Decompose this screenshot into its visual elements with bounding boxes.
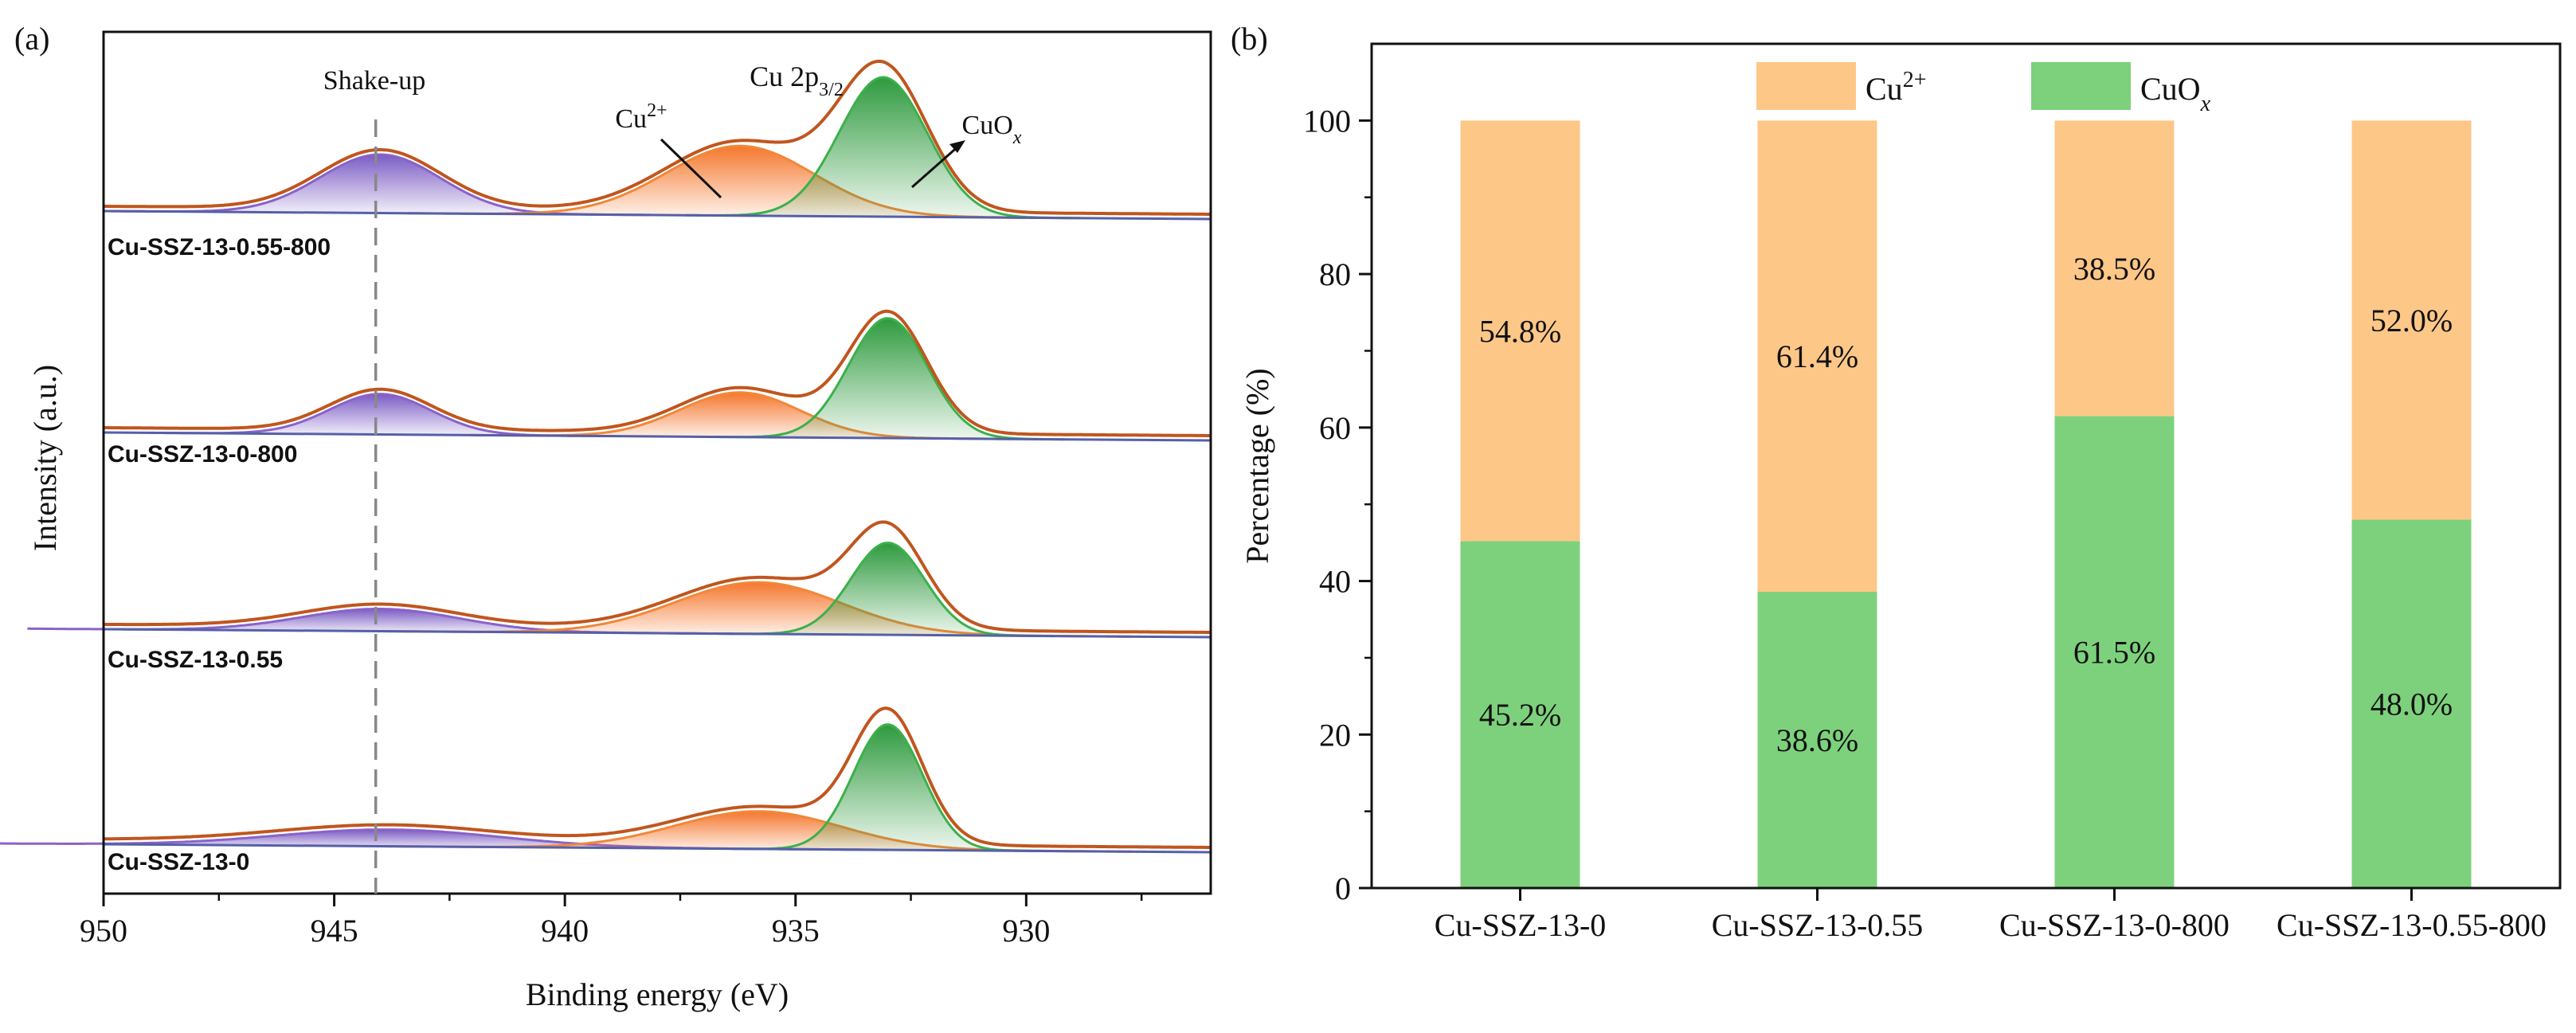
category-label: Cu-SSZ-13-0-800 (1999, 907, 2230, 943)
x-tick-label: 940 (541, 913, 589, 949)
bar-cuox-Cu-SSZ-13-0.55 (1757, 592, 1877, 888)
envelope-line (104, 309, 1211, 437)
sample-label: Cu-SSZ-13-0 (108, 849, 249, 875)
data-label-cuox: 61.5% (2073, 635, 2155, 671)
panel-a-xps-spectra: (a) 950 945 940 935 930 Cu-SSZ-13-0.55-800Cu… (0, 21, 1212, 1012)
xps-traces (0, 59, 1212, 854)
data-label-cu2: 61.4% (1776, 338, 1858, 374)
panel-a-label: (a) (14, 21, 49, 57)
peak-line-CuOx (686, 76, 1081, 220)
trace-Cu-SSZ-13-0.55 (27, 520, 1212, 639)
trace-Cu-SSZ-13-0 (0, 706, 1212, 854)
envelope-line (103, 706, 1211, 849)
cu2-arrow (660, 138, 722, 199)
bar-cu2-Cu-SSZ-13-0.55 (1757, 120, 1877, 593)
legend-label-cuox: CuOx (2140, 71, 2211, 116)
panel-b-frame (1370, 42, 2562, 890)
sample-label: Cu-SSZ-13-0-800 (108, 441, 297, 468)
category-label: Cu-SSZ-13-0.55-800 (2277, 907, 2547, 943)
data-label-cu2: 54.8% (1479, 313, 1561, 349)
data-label-cuox: 38.6% (1776, 722, 1858, 758)
y-tick-label: 0 (1335, 871, 1351, 906)
panel-a-y-axis-label: Intensity (a.u.) (27, 365, 63, 551)
panel-a-x-ticks: 950 945 940 935 930 (80, 894, 1143, 949)
background-line (103, 628, 1212, 639)
peak-line-CuOx (711, 317, 1065, 441)
cu2p-annotation: Cu 2p3/2 (750, 61, 844, 100)
sample-label: Cu-SSZ-13-0.55-800 (108, 234, 331, 260)
sample-labels: Cu-SSZ-13-0.55-800 Cu-SSZ-13-0-800 Cu-SSZ-… (108, 234, 331, 875)
x-tick-label: 950 (80, 913, 127, 949)
peak-fill-CuOx (732, 724, 1044, 851)
peak-fill-Cu2+ (470, 392, 1011, 440)
y-tick-label: 60 (1319, 410, 1351, 446)
peak-fill-CuOx (711, 318, 1065, 440)
trace-Cu-SSZ-13-0-800 (103, 309, 1212, 442)
shake-up-annotation: Shake-up (323, 66, 425, 96)
panel-b-y-axis-label: Percentage (%) (1239, 368, 1275, 563)
trace-Cu-SSZ-13-0.55-800 (103, 59, 1212, 221)
peak-fill-Cu2+ (385, 582, 1133, 637)
peak-fill-Cu2+ (385, 811, 1133, 852)
peak-fill-Cu2+ (408, 146, 1073, 218)
peak-fill-CuOx (722, 542, 1055, 636)
category-label: Cu-SSZ-13-0.55 (1712, 907, 1924, 943)
background-line (103, 843, 1212, 854)
y-tick-label: 40 (1319, 564, 1351, 600)
sample-label: Cu-SSZ-13-0.55 (108, 647, 283, 673)
bar-cuox-Cu-SSZ-13-0 (1460, 541, 1580, 888)
panel-b-category-labels: Cu-SSZ-13-0 Cu-SSZ-13-0.55 Cu-SSZ-13-0-800… (1435, 888, 2547, 943)
category-label: Cu-SSZ-13-0 (1435, 907, 1607, 943)
panel-a-frame (102, 30, 1212, 895)
peak-fill-Shake-up (110, 155, 651, 215)
data-label-cuox: 48.0% (2370, 687, 2453, 722)
y-tick-label: 80 (1319, 256, 1351, 292)
panel-b-y-ticks: 0 20 40 60 80 100 (1303, 103, 1372, 906)
bars: 45.2% 54.8% 38.6% 61.4% 61.5% 38.5% 48.0% 52.0% (1460, 120, 2472, 888)
bar-cu2-Cu-SSZ-13-0.55-800 (2351, 120, 2472, 520)
panel-b-label: (b) (1231, 21, 1268, 57)
y-tick-label: 20 (1319, 717, 1351, 753)
data-label-cu2: 52.0% (2370, 303, 2453, 338)
peak-fill-Shake-up (151, 393, 609, 436)
envelope-line (103, 520, 1211, 634)
cu2-annotation: Cu2+ (615, 100, 667, 134)
bar-cuox-Cu-SSZ-13-0-800 (2054, 416, 2175, 888)
background-line (103, 431, 1212, 442)
x-tick-label: 945 (311, 913, 358, 949)
legend-swatch-cu2 (1756, 62, 1856, 110)
panel-b-stacked-bar: (b) 45.2% 54.8% 38.6% 61.4% 61.5% 38.5% 48.0% 5… (1231, 21, 2562, 943)
bar-cu2-Cu-SSZ-13-0-800 (2054, 120, 2175, 417)
envelope-line (104, 59, 1211, 216)
peak-line-CuOx (732, 723, 1044, 852)
data-label-cu2: 38.5% (2073, 251, 2155, 287)
legend-label-cu2: Cu2+ (1865, 68, 1926, 107)
background-line (103, 209, 1212, 221)
cuox-annotation: CuOx (962, 111, 1022, 148)
legend: Cu2+ CuOx (1756, 62, 2211, 116)
panel-a-x-axis-label: Binding energy (eV) (526, 976, 789, 1012)
peak-fill-CuOx (686, 77, 1081, 218)
legend-swatch-cuox (2031, 62, 2131, 110)
data-label-cuox: 45.2% (1479, 697, 1561, 733)
x-tick-label: 935 (772, 913, 820, 949)
x-tick-label: 930 (1002, 913, 1050, 949)
y-tick-label: 100 (1303, 103, 1351, 139)
bar-cuox-Cu-SSZ-13-0.55-800 (2351, 519, 2472, 888)
bar-cu2-Cu-SSZ-13-0 (1460, 120, 1580, 542)
peak-fill-Shake-up (27, 608, 734, 634)
cuox-arrow (911, 140, 965, 189)
